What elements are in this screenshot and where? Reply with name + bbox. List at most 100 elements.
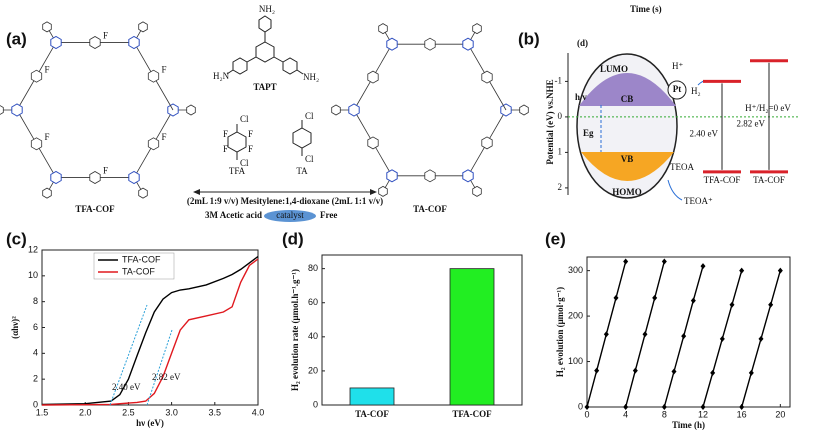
marker: [758, 335, 764, 342]
linker-ring: [367, 136, 379, 150]
x-tick-label: 20: [775, 409, 785, 419]
marker: [777, 267, 783, 274]
y-tick-label: 0: [33, 399, 38, 409]
linker-ring: [30, 137, 43, 151]
triazine-node: [50, 170, 62, 185]
marker: [739, 404, 745, 410]
eg-label: Eg: [583, 128, 594, 138]
atom: F: [103, 166, 108, 176]
y-tick-label: 8: [33, 296, 38, 306]
axis-label: Potential (eV) vs.NHE: [545, 79, 555, 164]
linker-ring: [147, 69, 160, 83]
legend-label: TA-COF: [122, 266, 155, 276]
tangent: [109, 304, 148, 406]
linker-structures: [227, 120, 312, 160]
x-tick-label: 1.5: [36, 407, 49, 417]
reference-label: H⁺/H₂=0 eV: [745, 103, 791, 113]
bar: [449, 268, 495, 406]
panel-label: (d): [282, 229, 304, 248]
y-tick-label: 80: [308, 263, 318, 273]
marker: [613, 294, 619, 301]
plot-frame: [586, 256, 791, 408]
marker: [729, 301, 735, 308]
band-label: VB: [621, 154, 634, 164]
y-tick-label: -1: [555, 75, 563, 85]
marker: [623, 258, 629, 265]
y-tick-label: 60: [308, 297, 318, 307]
y-tick-label: 200: [568, 310, 583, 320]
atom: F: [248, 144, 253, 154]
y-axis-label: (αhν)²: [10, 316, 20, 339]
phenyl-ring: [42, 21, 52, 33]
marker: [719, 335, 725, 342]
y-tick-label: 2: [558, 182, 563, 192]
marker: [739, 267, 745, 274]
pt-particle: [667, 80, 687, 100]
level-label: HOMO: [612, 187, 642, 197]
tapt-structure: [226, 15, 304, 75]
y-tick-label: 0: [578, 401, 583, 411]
atom: Cl: [240, 158, 249, 168]
marker: [710, 369, 716, 376]
product-label: TFA-COF: [75, 204, 115, 214]
marker: [632, 367, 638, 374]
atom: Cl: [305, 154, 314, 164]
y-tick-label: 2: [33, 374, 38, 384]
x-tick-label: TFA-COF: [452, 409, 492, 419]
y-tick-label: 1: [558, 146, 563, 156]
y-tick-label: 10: [28, 270, 38, 280]
catalyst-badge: [264, 210, 316, 222]
triazine-node: [128, 170, 140, 185]
linker-ring: [30, 69, 43, 83]
y-tick-label: 40: [308, 331, 318, 341]
x-tick-label: 4.0: [252, 407, 265, 417]
annotation: 2.82 eV: [152, 372, 181, 382]
atom: F: [162, 132, 167, 142]
marker: [681, 333, 687, 340]
linker-ring: [367, 70, 379, 84]
phenyl-ring: [0, 105, 4, 115]
atom: F: [248, 129, 253, 139]
x-tick-label: 2.5: [122, 407, 135, 417]
marker: [594, 367, 600, 374]
band-label: CB: [621, 94, 634, 104]
product-label: TA-COF: [413, 204, 447, 214]
phenyl-ring: [472, 23, 482, 35]
linker-ring: [481, 136, 493, 150]
axis-label: Time (s): [630, 4, 662, 14]
triazine-node: [348, 103, 360, 117]
conditions: (2mL 1:9 v/v) Mesitylene:1,4-dioxane (2m…: [187, 196, 383, 206]
level-name: TA-COF: [753, 175, 785, 185]
phenyl-ring: [378, 23, 388, 35]
triazine-node: [128, 35, 140, 50]
species: H⁺: [672, 61, 683, 71]
panel-a: (a) TFA-COF TA-COF NH₂ H₂N NH₂ TAPT Cl C…: [0, 4, 529, 222]
plot-frame: [321, 254, 523, 406]
atom: F: [45, 64, 50, 74]
bar: [349, 387, 395, 406]
x-tick-label: 4: [623, 409, 628, 419]
series-line: [41, 258, 259, 406]
arrow-head: [370, 189, 377, 195]
x-tick-label: 3.5: [209, 407, 222, 417]
x-axis-label: Time (h): [672, 420, 705, 430]
atom: F: [103, 31, 108, 41]
x-tick-label: 8: [662, 409, 667, 419]
atom: Cl: [240, 114, 249, 124]
amine: H₂N: [213, 71, 230, 81]
linker-ring: [89, 171, 101, 184]
arrow-head: [193, 189, 200, 195]
marker: [768, 301, 774, 308]
panel-b: (b) Time (s) (d) Potential (eV) vs.NHE C…: [518, 4, 800, 206]
level-name: TFA-COF: [704, 175, 741, 185]
atom: Cl: [305, 111, 314, 121]
triazine-node: [386, 37, 398, 51]
amine: NH₂: [303, 72, 319, 82]
y-tick-label: 12: [28, 244, 38, 254]
phenyl-ring: [186, 104, 196, 116]
x-tick-label: 12: [698, 409, 708, 419]
linker-label: TFA: [229, 166, 246, 176]
monomer-label: TAPT: [253, 82, 276, 92]
legend-label: TFA-COF: [122, 254, 161, 264]
